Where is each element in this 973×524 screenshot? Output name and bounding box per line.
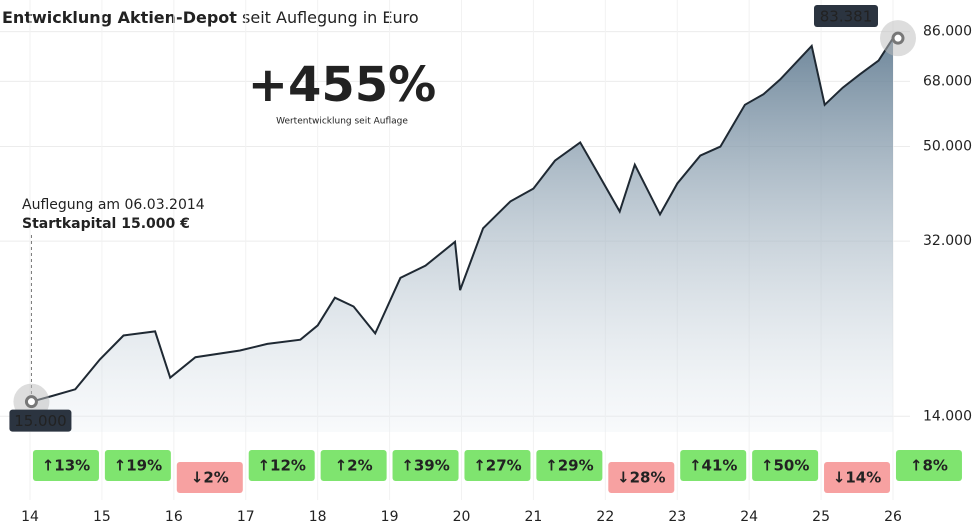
- return-label: ↑50%: [761, 457, 809, 475]
- x-tick-label: 17: [237, 509, 255, 524]
- end-dot: [891, 31, 905, 45]
- x-tick-label: 26: [884, 509, 902, 524]
- return-label: ↑41%: [689, 457, 737, 475]
- return-badge: [320, 450, 387, 481]
- return-label: ↑39%: [401, 457, 449, 475]
- y-tick-label: 50.000: [923, 139, 972, 155]
- title: Entwicklung Aktien-Depot: [2, 8, 237, 27]
- return-label: ↓28%: [617, 469, 665, 487]
- return-badge: [752, 450, 819, 481]
- x-tick-label: 16: [165, 509, 183, 524]
- x-tick-label: 23: [668, 509, 686, 524]
- return-badge: [824, 462, 891, 493]
- x-tick-label: 19: [381, 509, 399, 524]
- return-label: ↑8%: [910, 457, 948, 475]
- return-badge: [895, 450, 962, 481]
- subtitle: seit Auflegung in Euro: [242, 8, 419, 27]
- return-label: ↑12%: [257, 457, 305, 475]
- end-label: 83.381: [820, 8, 873, 26]
- return-badge: [464, 450, 531, 481]
- return-label: ↑2%: [335, 457, 373, 475]
- x-tick-label: 15: [93, 509, 111, 524]
- y-tick-label: 32.000: [923, 233, 972, 249]
- x-tick-label: 21: [525, 509, 543, 524]
- y-tick-label: 14.000: [923, 408, 972, 424]
- area: [31, 38, 893, 432]
- performance-note: Wertentwicklung seit Auflage: [276, 117, 408, 127]
- end-badge: [814, 5, 878, 27]
- return-badge: [392, 450, 459, 481]
- return-badge: [176, 462, 243, 493]
- line: [31, 37, 894, 403]
- start-capital: Startkapital 15.000 €: [22, 216, 190, 232]
- x-tick-label: 22: [596, 509, 614, 524]
- start-note: Auflegung am 06.03.2014: [22, 197, 205, 213]
- x-tick-label: 20: [453, 509, 471, 524]
- return-label: ↓2%: [191, 469, 229, 487]
- return-badge: [32, 450, 99, 481]
- return-label: ↑13%: [42, 457, 90, 475]
- x-tick-label: 18: [309, 509, 327, 524]
- x-tick-label: 14: [21, 509, 39, 524]
- start-label: 15.000: [14, 412, 67, 430]
- return-badge: [248, 450, 315, 481]
- return-label: ↑29%: [545, 457, 593, 475]
- return-badge: [608, 462, 675, 493]
- start-dot: [24, 395, 38, 409]
- performance: +455%: [248, 57, 437, 113]
- x-tick-label: 24: [740, 509, 758, 524]
- x-tick-label: 25: [812, 509, 830, 524]
- y-tick-label: 68.000: [923, 73, 972, 89]
- chart-title: Entwicklung Aktien-Depot seit Auflegung …: [2, 8, 419, 27]
- return-label: ↑27%: [473, 457, 521, 475]
- return-label: ↓14%: [833, 469, 881, 487]
- return-badge: [680, 450, 747, 481]
- y-tick-label: 86.000: [923, 24, 972, 40]
- return-badge: [536, 450, 603, 481]
- return-badge: [104, 450, 171, 481]
- return-label: ↑19%: [114, 457, 162, 475]
- start-badge: [9, 409, 72, 432]
